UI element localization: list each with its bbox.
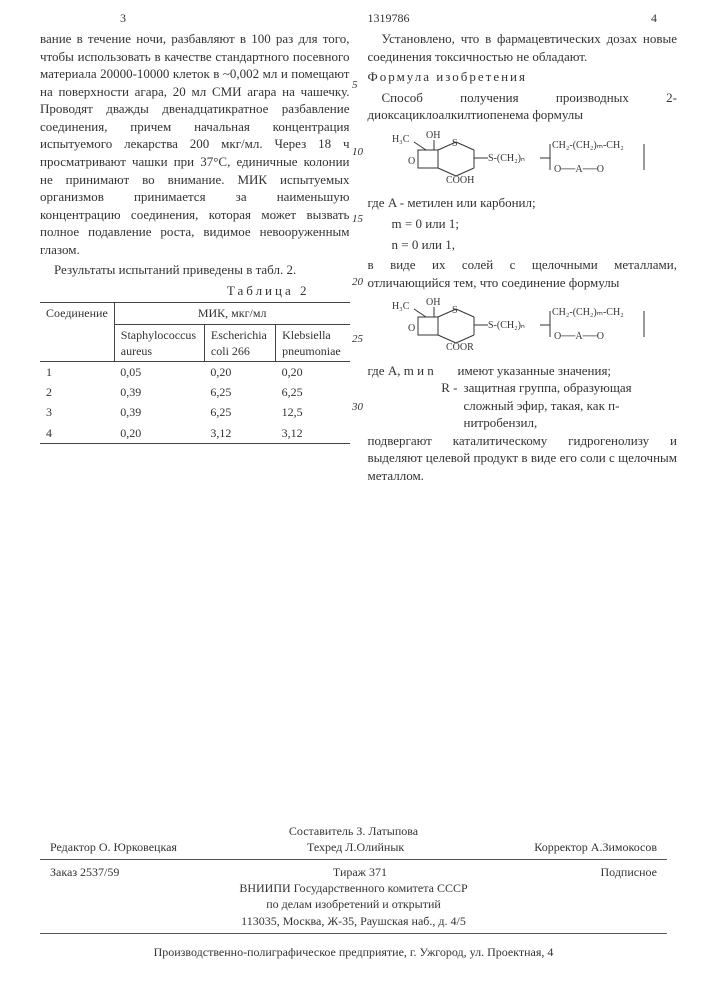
composer: Составитель З. Латыпова (0, 823, 707, 839)
svg-text:O──A──O: O──A──O (554, 331, 604, 342)
right-column: Установлено, что в фармацевтических доза… (368, 30, 678, 487)
line-number: 5 (352, 78, 358, 93)
where-row: R - защитная группа, образующая сложный … (368, 379, 678, 432)
tech-editor: Техред Л.Олийнык (307, 839, 404, 855)
where-value: имеют указанные значения; (458, 362, 612, 380)
chem-structure-1: H₃C OH O S COOH S-(CH₂) (368, 128, 678, 191)
svg-text:OH: OH (426, 297, 440, 308)
where-label: R - (368, 379, 464, 432)
tirazh: Тираж 371 (333, 864, 387, 880)
svg-text:COOR: COOR (446, 342, 474, 353)
svg-text:H₃C: H₃C (392, 134, 410, 145)
header-numbers: 3 1319786 4 (40, 10, 677, 30)
where-row: где A, m и n имеют указанные значения; (368, 362, 678, 380)
table-cell: 0,20 (114, 423, 204, 444)
line-number: 10 (352, 145, 363, 160)
line-number: 25 (352, 332, 363, 347)
line-number: 30 (352, 400, 363, 415)
svg-text:O: O (408, 156, 415, 167)
where-clause: n = 0 или 1, (368, 236, 678, 254)
col-header: Escherichia coli 266 (204, 324, 275, 361)
svg-text:S: S (452, 305, 458, 316)
page-right: 4 (651, 10, 657, 26)
body-text: Способ получения производных 2-диоксацик… (368, 89, 678, 124)
table-cell: 6,25 (276, 382, 350, 402)
table-cell: 6,25 (204, 382, 275, 402)
svg-text:O: O (408, 323, 415, 334)
svg-text:CH₂-(CH₂)ₘ-CH₂: CH₂-(CH₂)ₘ-CH₂ (552, 307, 624, 318)
table-cell: 2 (40, 382, 114, 402)
line-number: 15 (352, 212, 363, 227)
table-cell: 0,20 (276, 361, 350, 382)
line-number: 20 (352, 275, 363, 290)
where-value: защитная группа, образующая сложный эфир… (464, 379, 678, 432)
page-left: 3 (120, 10, 126, 26)
table-cell: 12,5 (276, 402, 350, 422)
mic-table: Соединение МИК, мкг/мл Staphylococcus au… (40, 302, 350, 443)
formula-heading: Формула изобретения (368, 68, 678, 86)
svg-text:O──A──O: O──A──O (554, 164, 604, 175)
left-column: вание в течение ночи, разбавляют в 100 р… (40, 30, 350, 487)
table-header-mic: МИК, мкг/мл (114, 303, 349, 324)
table-cell: 0,39 (114, 382, 204, 402)
table-cell: 3,12 (276, 423, 350, 444)
table-cell: 0,39 (114, 402, 204, 422)
org-line: ВНИИПИ Государственного комитета СССР (0, 880, 707, 896)
divider (40, 933, 667, 934)
divider (40, 859, 667, 860)
body-text: вание в течение ночи, разбавляют в 100 р… (40, 30, 350, 258)
where-label: где A, m и n (368, 362, 458, 380)
table-cell: 3,12 (204, 423, 275, 444)
svg-text:OH: OH (426, 130, 440, 141)
col-header: Staphylococcus aureus (114, 324, 204, 361)
editor: Редактор О. Юрковецкая (50, 839, 177, 855)
body-text: Установлено, что в фармацевтических доза… (368, 30, 678, 65)
table-cell: 0,05 (114, 361, 204, 382)
table-corner: Соединение (40, 303, 114, 362)
svg-text:COOH: COOH (446, 175, 474, 186)
svg-text:CH₂-(CH₂)ₘ-CH₂: CH₂-(CH₂)ₘ-CH₂ (552, 140, 624, 151)
printer-line: Производственно-полиграфическое предприя… (0, 944, 707, 960)
svg-text:S: S (452, 138, 458, 149)
body-text: в виде их солей с щелочными металлами, о… (368, 256, 678, 291)
table-cell: 0,20 (204, 361, 275, 382)
corrector: Корректор А.Зимокосов (534, 839, 657, 855)
body-text: Результаты испытаний приведены в табл. 2… (40, 261, 350, 279)
org-line: по делам изобретений и открытий (0, 896, 707, 912)
address: 113035, Москва, Ж-35, Раушская наб., д. … (0, 913, 707, 929)
svg-text:H₃C: H₃C (392, 301, 410, 312)
where-clause: m = 0 или 1; (368, 215, 678, 233)
col-header: Klebsiella pneumoniae (276, 324, 350, 361)
table-cell: 4 (40, 423, 114, 444)
table-cell: 1 (40, 361, 114, 382)
order-number: Заказ 2537/59 (50, 864, 119, 880)
table-cell: 3 (40, 402, 114, 422)
svg-text:S-(CH₂)ₙ: S-(CH₂)ₙ (488, 320, 525, 331)
table-title: Таблица 2 (40, 282, 350, 300)
doc-number: 1319786 (368, 10, 410, 26)
where-clause: где A - метилен или карбонил; (368, 194, 678, 212)
podpisnoe: Подписное (601, 864, 658, 880)
table-cell: 6,25 (204, 402, 275, 422)
chem-structure-2: H₃C OH O S COOR S-(CH₂) (368, 295, 678, 358)
svg-text:S-(CH₂)ₙ: S-(CH₂)ₙ (488, 153, 525, 164)
body-text: подвергают каталитическому гидрогенолизу… (368, 432, 678, 485)
imprint-footer: Составитель З. Латыпова Редактор О. Юрко… (0, 823, 707, 960)
